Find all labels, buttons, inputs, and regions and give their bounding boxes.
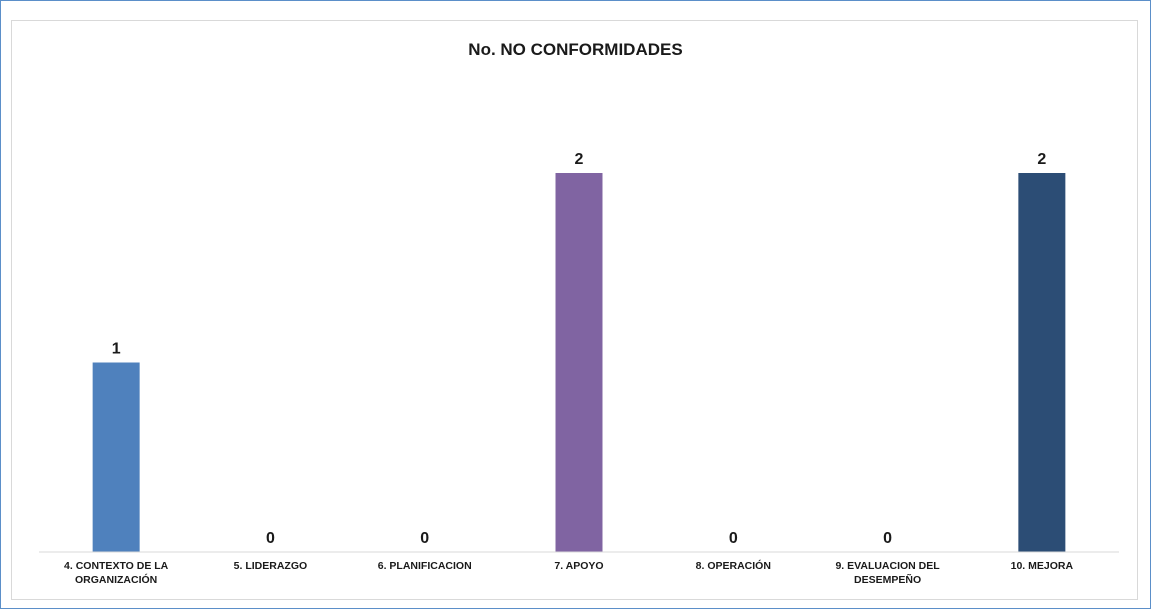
bar: [555, 173, 603, 552]
data-label: 0: [266, 530, 275, 547]
category-label-line: 5. LIDERAZGO: [234, 560, 308, 572]
category-label-line: ORGANIZACIÓN: [75, 573, 157, 586]
category-label-line: 4. CONTEXTO DE LA: [64, 560, 169, 572]
data-label: 0: [729, 530, 738, 547]
chart-title: No. NO CONFORMIDADES: [468, 40, 683, 59]
bar: [92, 362, 140, 552]
category-label-line: 6. PLANIFICACION: [378, 560, 472, 572]
category-label: 9. EVALUACION DEL DESEMPEÑO: [835, 560, 940, 586]
bar: [1018, 173, 1066, 552]
chart-area: No. NO CONFORMIDADES 1 4. CONTEXTO DE LA O…: [11, 20, 1138, 600]
data-label: 0: [883, 530, 892, 547]
category-label: 7. APOYO: [554, 560, 603, 572]
category-label-line: 10. MEJORA: [1011, 560, 1074, 572]
data-label: 2: [575, 151, 584, 168]
data-label: 1: [112, 341, 121, 358]
bar-chart: 1 4. CONTEXTO DE LA ORGANIZACIÓN 0 5. LIDERA…: [39, 151, 1119, 586]
data-label: 2: [1037, 151, 1046, 168]
category-label-line: 8. OPERACIÓN: [696, 559, 771, 572]
data-label: 0: [420, 530, 429, 547]
category-label-line: DESEMPEÑO: [854, 573, 921, 586]
category-label: 10. MEJORA: [1011, 560, 1074, 572]
category-label: 8. OPERACIÓN: [696, 559, 771, 572]
category-label: 6. PLANIFICACION: [378, 560, 472, 572]
category-label-line: 7. APOYO: [554, 560, 603, 572]
category-label: 5. LIDERAZGO: [234, 560, 308, 572]
category-label-line: 9. EVALUACION DEL: [835, 560, 940, 572]
category-label: 4. CONTEXTO DE LA ORGANIZACIÓN: [64, 560, 169, 586]
